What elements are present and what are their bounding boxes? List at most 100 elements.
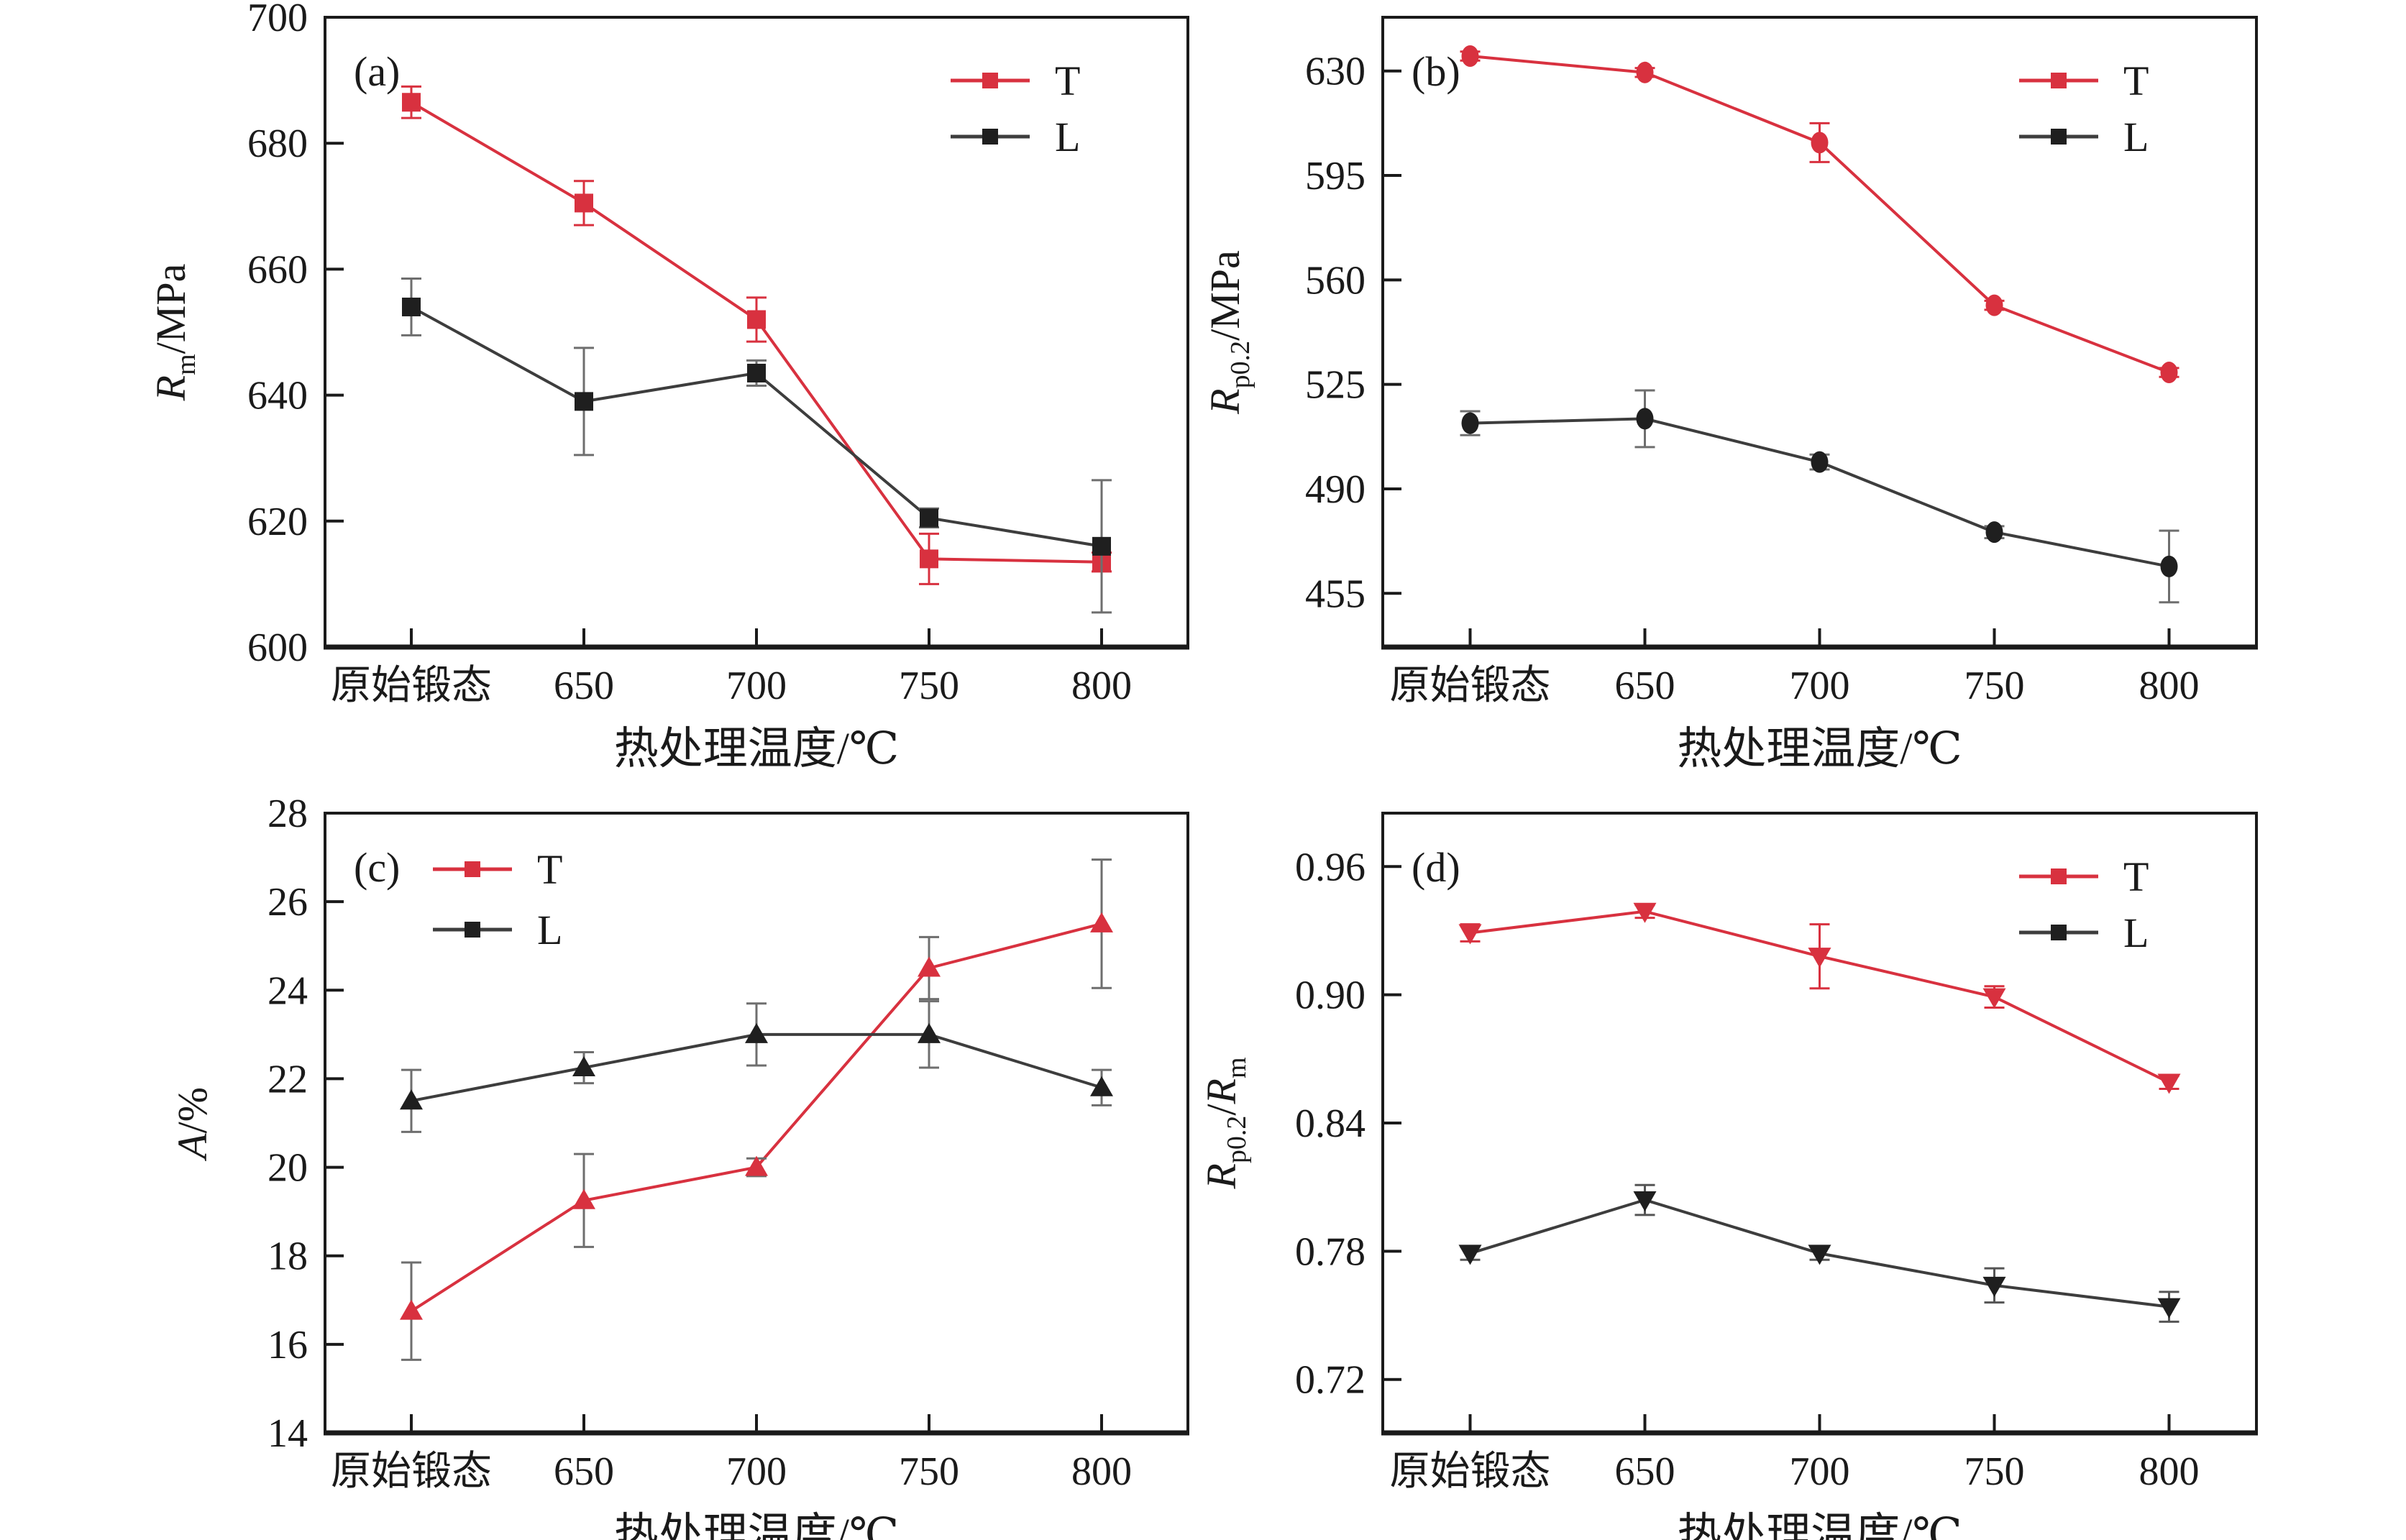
x-tick-label: 650 bbox=[1615, 664, 1675, 708]
marker-T-1 bbox=[1636, 61, 1654, 83]
x-tick-label: 750 bbox=[899, 1449, 959, 1494]
y-tick-label: 560 bbox=[1305, 258, 1366, 303]
legend-label-L: L bbox=[2123, 909, 2149, 956]
legend-marker-T bbox=[982, 73, 998, 88]
chart-b: 455 490 525 560 595 630 原始锻态 650 700 750 800 热处理温度/… bbox=[1203, 0, 2406, 770]
y-tick-label: 490 bbox=[1305, 467, 1366, 512]
marker-T-2 bbox=[747, 310, 766, 329]
x-tick-label: 800 bbox=[2139, 1449, 2200, 1494]
legend-label-L: L bbox=[2123, 114, 2149, 160]
marker-T-2 bbox=[745, 1155, 768, 1176]
x-tick-label: 800 bbox=[1071, 1449, 1132, 1494]
marker-T-3 bbox=[1985, 294, 2003, 316]
y-tick-label: 0.78 bbox=[1295, 1229, 1366, 1274]
series-line-T bbox=[410, 922, 1102, 1313]
x-tick-label: 700 bbox=[1790, 1449, 1850, 1494]
plot-frame bbox=[1381, 812, 2258, 1434]
legend-marker-L bbox=[2051, 129, 2067, 145]
marker-L-4 bbox=[1092, 536, 1111, 556]
x-tick-label: 750 bbox=[1964, 664, 2025, 708]
marker-T-1 bbox=[1633, 902, 1657, 923]
panel-label: (c) bbox=[354, 844, 400, 891]
marker-L-2 bbox=[747, 363, 766, 382]
marker-T-2 bbox=[1808, 948, 1831, 968]
marker-L-2 bbox=[1811, 451, 1829, 473]
y-tick-label: 28 bbox=[267, 792, 308, 836]
x-tick-label: 750 bbox=[899, 664, 959, 708]
x-tick-label: 原始锻态 bbox=[331, 664, 492, 708]
marker-L-2 bbox=[1808, 1245, 1831, 1265]
chart-a-svg: 600 620 640 660 680 700 原始锻态 650 700 750 800 热处理温度/… bbox=[147, 0, 1189, 770]
legend-label-T: T bbox=[2123, 853, 2149, 900]
y-tick-label: 24 bbox=[267, 968, 308, 1013]
x-tick-label: 800 bbox=[2139, 664, 2200, 708]
x-tick-label: 原始锻态 bbox=[1390, 1449, 1551, 1494]
y-tick-label: 18 bbox=[267, 1234, 308, 1279]
marker-L-1 bbox=[1633, 1191, 1657, 1212]
x-axis-title: 热处理温度/℃ bbox=[614, 725, 900, 770]
marker-L-3 bbox=[920, 508, 938, 528]
marker-L-1 bbox=[575, 392, 593, 411]
y-tick-label: 640 bbox=[247, 374, 308, 418]
series-line-T bbox=[1470, 54, 2170, 374]
legend-label-T: T bbox=[2123, 58, 2149, 104]
marker-T-2 bbox=[1811, 132, 1829, 154]
marker-T-1 bbox=[575, 193, 593, 213]
y-axis-title: Rp0.2/MPa bbox=[1203, 250, 1255, 415]
marker-T-0 bbox=[400, 1299, 423, 1320]
marker-T-4 bbox=[2160, 362, 2178, 384]
x-tick-label: 750 bbox=[1964, 1449, 2025, 1494]
x-axis-title: 热处理温度/℃ bbox=[614, 1511, 900, 1540]
marker-T-0 bbox=[1461, 45, 1479, 67]
panel-label: (a) bbox=[354, 48, 400, 95]
y-tick-label: 525 bbox=[1305, 363, 1366, 408]
legend-marker-L bbox=[465, 922, 480, 938]
legend-marker-T bbox=[2051, 73, 2067, 88]
marker-L-4 bbox=[1090, 1076, 1113, 1096]
y-tick-label: 20 bbox=[267, 1146, 308, 1191]
y-tick-label: 14 bbox=[267, 1411, 308, 1456]
marker-L-0 bbox=[402, 297, 421, 316]
chart-c: 14 16 18 20 22 24 26 28 原始锻态 650 700 750 800 热处理温度/℃ A… bbox=[0, 770, 1203, 1540]
chart-b-svg: 455 490 525 560 595 630 原始锻态 650 700 750 800 热处理温度/… bbox=[1203, 16, 2258, 770]
x-tick-label: 原始锻态 bbox=[331, 1449, 492, 1494]
y-tick-label: 455 bbox=[1305, 572, 1366, 616]
marker-T-3 bbox=[918, 956, 941, 977]
legend-label-L: L bbox=[537, 907, 562, 953]
x-axis-title: 热处理温度/℃ bbox=[1677, 725, 1962, 770]
y-axis-title: Rm/MPa bbox=[147, 264, 201, 402]
marker-L-0 bbox=[400, 1089, 423, 1110]
legend-marker-T bbox=[2051, 868, 2067, 884]
marker-L-4 bbox=[2160, 555, 2178, 577]
x-tick-label: 原始锻态 bbox=[1390, 664, 1551, 708]
y-tick-label: 22 bbox=[267, 1057, 308, 1101]
marker-T-4 bbox=[2157, 1073, 2181, 1094]
marker-L-3 bbox=[1982, 1276, 2006, 1297]
y-tick-label: 600 bbox=[247, 625, 308, 670]
y-tick-label: 0.96 bbox=[1295, 845, 1366, 889]
x-tick-label: 650 bbox=[554, 1449, 614, 1494]
marker-T-0 bbox=[402, 93, 421, 112]
y-tick-label: 700 bbox=[247, 0, 308, 40]
panel-label: (b) bbox=[1412, 48, 1460, 95]
marker-T-4 bbox=[1090, 912, 1113, 932]
marker-L-0 bbox=[1461, 412, 1479, 434]
y-tick-label: 630 bbox=[1305, 50, 1366, 94]
legend-marker-L bbox=[982, 129, 998, 145]
y-tick-label: 680 bbox=[247, 122, 308, 166]
x-tick-label: 700 bbox=[726, 664, 787, 708]
y-tick-label: 0.90 bbox=[1295, 973, 1366, 1018]
chart-d-svg: 0.72 0.78 0.84 0.90 0.96 原始锻态 650 700 750 800 热处理温… bbox=[1203, 812, 2258, 1540]
y-tick-label: 0.84 bbox=[1295, 1101, 1366, 1146]
x-tick-label: 700 bbox=[1790, 664, 1850, 708]
marker-L-1 bbox=[572, 1056, 595, 1077]
chart-d: 0.72 0.78 0.84 0.90 0.96 原始锻态 650 700 750 800 热处理温… bbox=[1203, 770, 2406, 1540]
x-tick-label: 800 bbox=[1071, 664, 1132, 708]
chart-c-svg: 14 16 18 20 22 24 26 28 原始锻态 650 700 750 800 热处理温度/℃ A… bbox=[169, 792, 1189, 1540]
marker-T-3 bbox=[1982, 988, 2006, 1009]
legend-marker-L bbox=[2051, 925, 2067, 940]
legend-label-L: L bbox=[1055, 114, 1080, 160]
marker-L-0 bbox=[1458, 1245, 1482, 1265]
plot-frame bbox=[324, 812, 1189, 1434]
y-axis-title: Rp0.2/Rm bbox=[1203, 1057, 1252, 1189]
